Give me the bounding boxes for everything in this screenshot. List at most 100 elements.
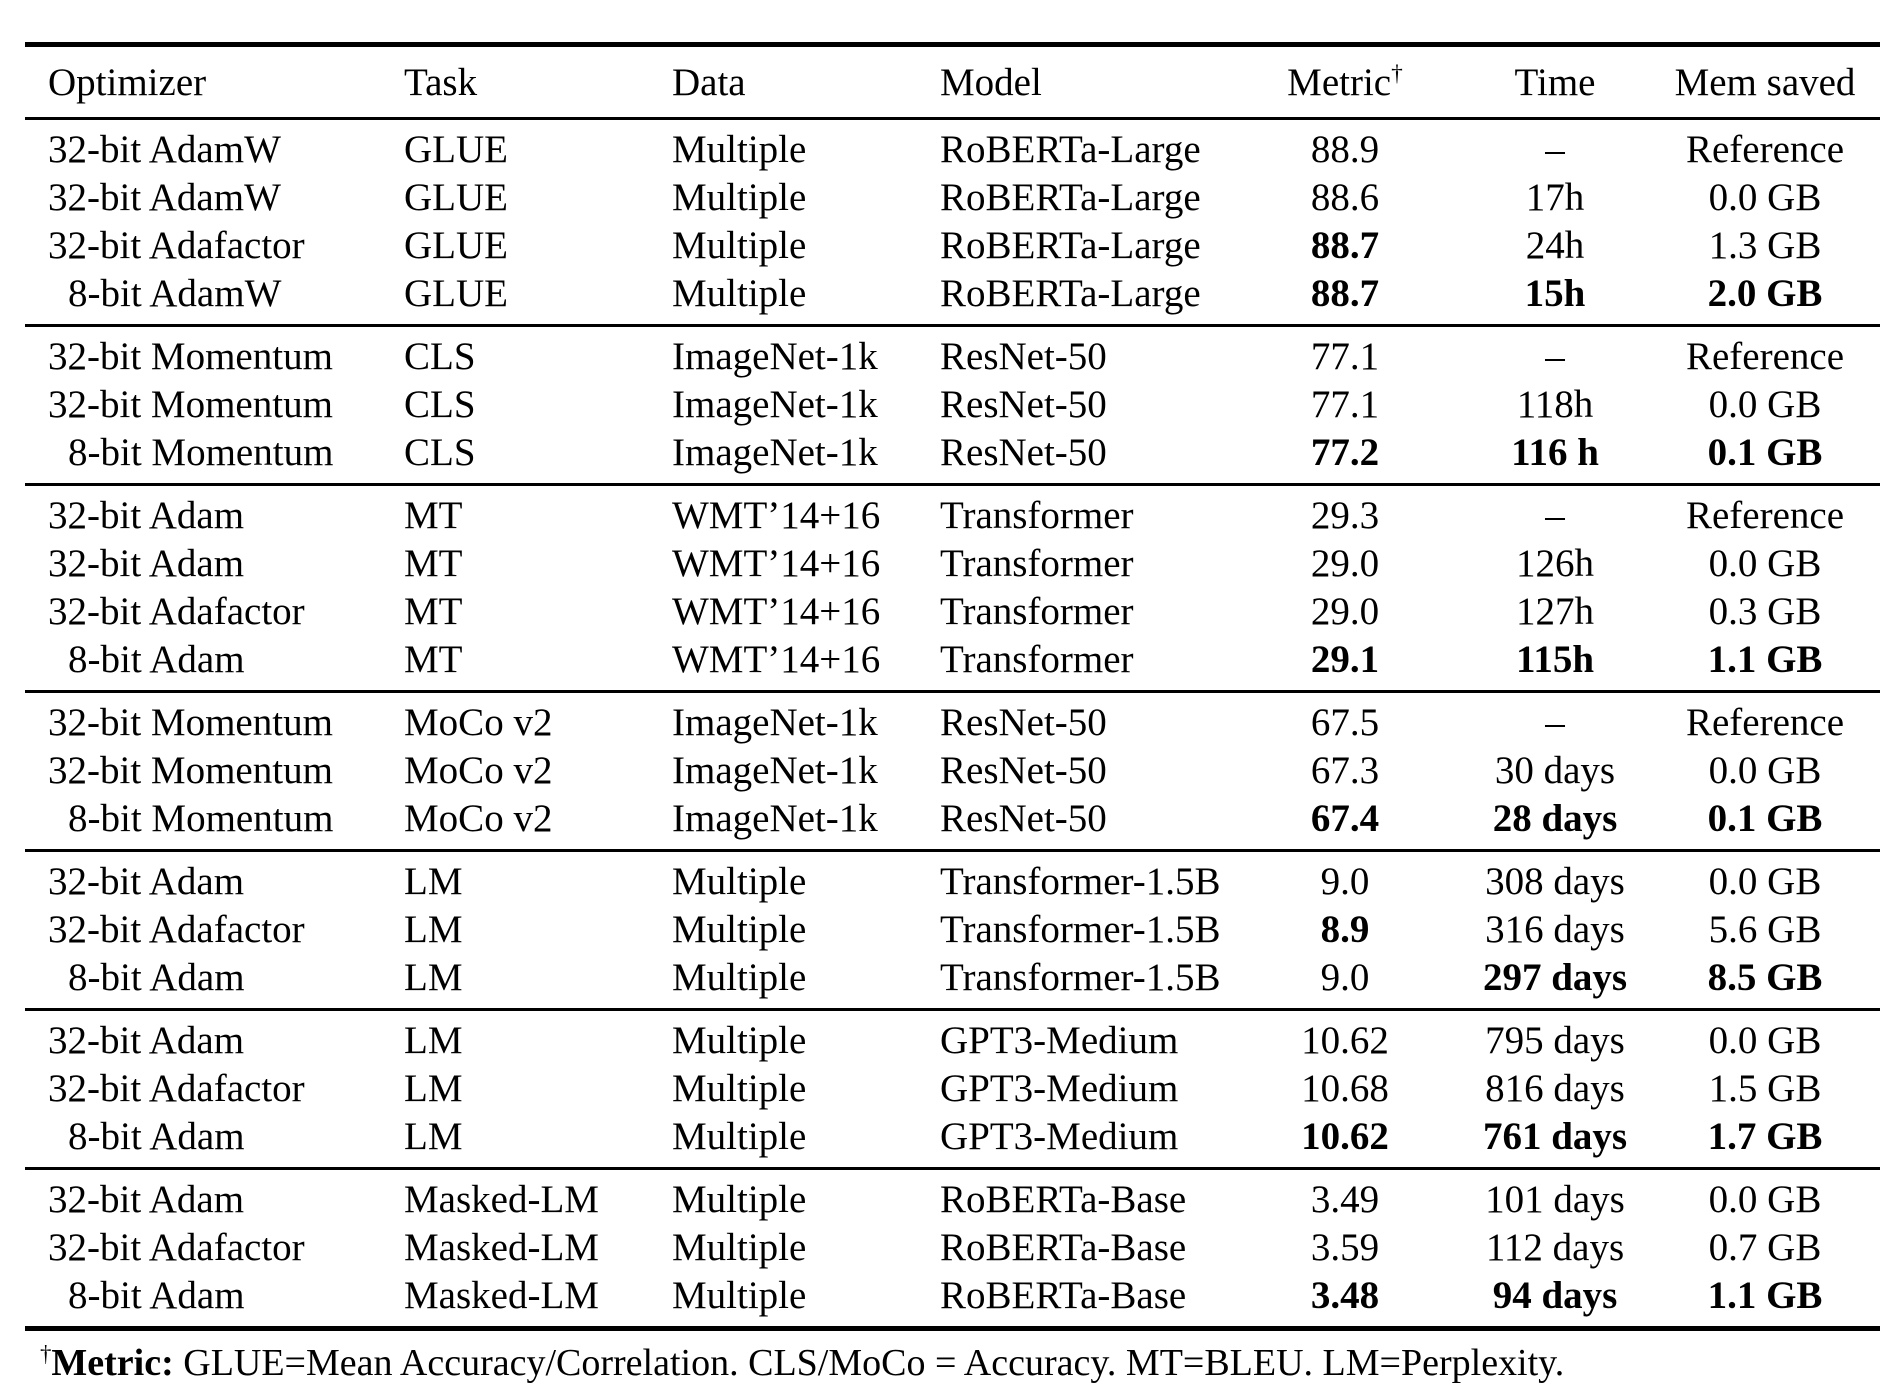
- cell-mem: 5.6 GB: [1708, 908, 1822, 951]
- cell-metric: 67.4: [1310, 797, 1380, 840]
- cell-time: 816 days: [1485, 1067, 1625, 1110]
- cell-data: Multiple: [672, 1115, 807, 1158]
- column-header-mem-saved-label: Mem saved: [1674, 60, 1856, 104]
- cell-task: MT: [404, 542, 463, 585]
- cell-task: GLUE: [404, 128, 508, 171]
- cell-task: Masked-LM: [404, 1178, 599, 1221]
- cell-mem: Reference: [1685, 128, 1845, 171]
- row-group: 32-bit Adam MT WMT’14+16 Transformer 29.3 – Re…: [25, 486, 1880, 693]
- column-header-metric-label: Metric: [1287, 60, 1392, 104]
- column-header-metric: Metric†: [1230, 60, 1460, 105]
- cell-metric: 3.59: [1310, 1226, 1380, 1269]
- table-row: 32-bit Adam Masked-LM Multiple RoBERTa-Base…: [25, 1176, 1880, 1224]
- cell-optimizer: 8-bit Adam: [68, 1274, 245, 1317]
- column-header-data: Data: [663, 60, 931, 105]
- cell-time: 101 days: [1485, 1178, 1625, 1221]
- cell-mem: 0.0 GB: [1708, 749, 1822, 792]
- table-row: 32-bit Momentum MoCo v2 ImageNet-1k ResNet-…: [25, 747, 1880, 795]
- cell-metric: 77.1: [1310, 383, 1380, 426]
- table-row: 8-bit Adam LM Multiple Transformer-1.5B 9.0 2…: [25, 954, 1880, 1002]
- cell-model: Transformer: [940, 494, 1134, 537]
- cell-metric: 10.62: [1301, 1115, 1389, 1158]
- cell-metric: 88.9: [1310, 128, 1380, 171]
- table-row: 8-bit Adam LM Multiple GPT3-Medium 10.62 761 …: [25, 1113, 1880, 1161]
- cell-optimizer: 32-bit Momentum: [48, 701, 333, 744]
- cell-task: CLS: [404, 431, 476, 474]
- table-row: 32-bit Adam LM Multiple Transformer-1.5B 9.0…: [25, 858, 1880, 906]
- footnote-metric-label: Metric:: [51, 1342, 174, 1384]
- cell-data: Multiple: [672, 128, 807, 171]
- cell-mem: 1.1 GB: [1707, 638, 1823, 681]
- cell-time: –: [1545, 701, 1565, 744]
- cell-model: RoBERTa-Base: [940, 1274, 1187, 1317]
- cell-model: ResNet-50: [940, 749, 1107, 792]
- cell-time: 28 days: [1492, 797, 1618, 840]
- metric-dagger-superscript: †: [1391, 60, 1403, 87]
- cell-task: GLUE: [404, 176, 508, 219]
- cell-time: 94 days: [1492, 1274, 1618, 1317]
- cell-data: Multiple: [672, 176, 807, 219]
- cell-time: –: [1545, 128, 1565, 171]
- cell-metric: 77.2: [1310, 431, 1380, 474]
- cell-time: 115h: [1515, 638, 1595, 681]
- cell-data: Multiple: [672, 1226, 807, 1269]
- cell-data: Multiple: [672, 1274, 807, 1317]
- column-header-time: Time: [1460, 60, 1650, 105]
- cell-model: Transformer: [940, 590, 1134, 633]
- cell-mem: 1.3 GB: [1708, 224, 1822, 267]
- cell-metric: 29.3: [1310, 494, 1380, 537]
- cell-mem: Reference: [1685, 335, 1845, 378]
- cell-model: GPT3-Medium: [940, 1115, 1179, 1158]
- column-header-model: Model: [931, 60, 1230, 105]
- cell-model: ResNet-50: [940, 431, 1107, 474]
- cell-data: Multiple: [672, 1067, 807, 1110]
- cell-mem: 0.0 GB: [1708, 383, 1822, 426]
- table-header-row: Optimizer Task Data Model Metric† Time M…: [25, 47, 1880, 120]
- cell-task: LM: [404, 908, 463, 951]
- cell-mem: 0.0 GB: [1708, 1019, 1822, 1062]
- table-row: 32-bit Momentum CLS ImageNet-1k ResNet-50 77…: [25, 333, 1880, 381]
- cell-data: Multiple: [672, 956, 807, 999]
- cell-model: RoBERTa-Large: [940, 224, 1201, 267]
- cell-data: ImageNet-1k: [672, 335, 878, 378]
- cell-optimizer: 8-bit Adam: [68, 638, 245, 681]
- cell-data: ImageNet-1k: [672, 383, 878, 426]
- cell-mem: 0.1 GB: [1707, 431, 1823, 474]
- cell-optimizer: 8-bit AdamW: [68, 272, 282, 315]
- cell-mem: 1.5 GB: [1708, 1067, 1822, 1110]
- cell-model: ResNet-50: [940, 701, 1107, 744]
- cell-metric: 29.0: [1310, 542, 1380, 585]
- cell-optimizer: 32-bit Adam: [48, 494, 245, 537]
- cell-task: LM: [404, 1115, 463, 1158]
- table-row: 32-bit Adafactor MT WMT’14+16 Transformer 29…: [25, 588, 1880, 636]
- cell-model: ResNet-50: [940, 335, 1107, 378]
- cell-data: Multiple: [672, 1178, 807, 1221]
- cell-time: 126h: [1516, 542, 1594, 585]
- cell-task: MoCo v2: [404, 701, 553, 744]
- cell-data: ImageNet-1k: [672, 701, 878, 744]
- cell-metric: 67.3: [1310, 749, 1380, 792]
- table-row: 8-bit Momentum CLS ImageNet-1k ResNet-50 77.…: [25, 429, 1880, 477]
- table-row: 32-bit Adafactor GLUE Multiple RoBERTa-Larg…: [25, 222, 1880, 270]
- cell-metric: 9.0: [1320, 860, 1370, 903]
- cell-mem: 0.3 GB: [1708, 590, 1822, 633]
- cell-model: ResNet-50: [940, 797, 1107, 840]
- cell-task: MT: [404, 638, 463, 681]
- cell-task: LM: [404, 1067, 463, 1110]
- row-group: 32-bit AdamW GLUE Multiple RoBERTa-Large 88.…: [25, 120, 1880, 327]
- cell-metric: 10.68: [1301, 1067, 1389, 1110]
- column-header-mem-saved: Mem saved: [1650, 60, 1880, 105]
- cell-metric: 88.7: [1310, 272, 1380, 315]
- cell-time: 761 days: [1482, 1115, 1628, 1158]
- table-row: 8-bit AdamW GLUE Multiple RoBERTa-Large 88.7…: [25, 270, 1880, 318]
- cell-metric: 67.5: [1310, 701, 1380, 744]
- cell-optimizer: 32-bit Momentum: [48, 335, 333, 378]
- cell-mem: 1.7 GB: [1707, 1115, 1823, 1158]
- cell-task: MoCo v2: [404, 797, 553, 840]
- cell-optimizer: 8-bit Adam: [68, 956, 245, 999]
- table-row: 32-bit Adafactor LM Multiple GPT3-Medium 10.…: [25, 1065, 1880, 1113]
- cell-optimizer: 32-bit Adafactor: [48, 224, 305, 267]
- cell-mem: 2.0 GB: [1707, 272, 1823, 315]
- cell-data: WMT’14+16: [672, 638, 881, 681]
- table-row: 32-bit Adafactor LM Multiple Transformer-1.…: [25, 906, 1880, 954]
